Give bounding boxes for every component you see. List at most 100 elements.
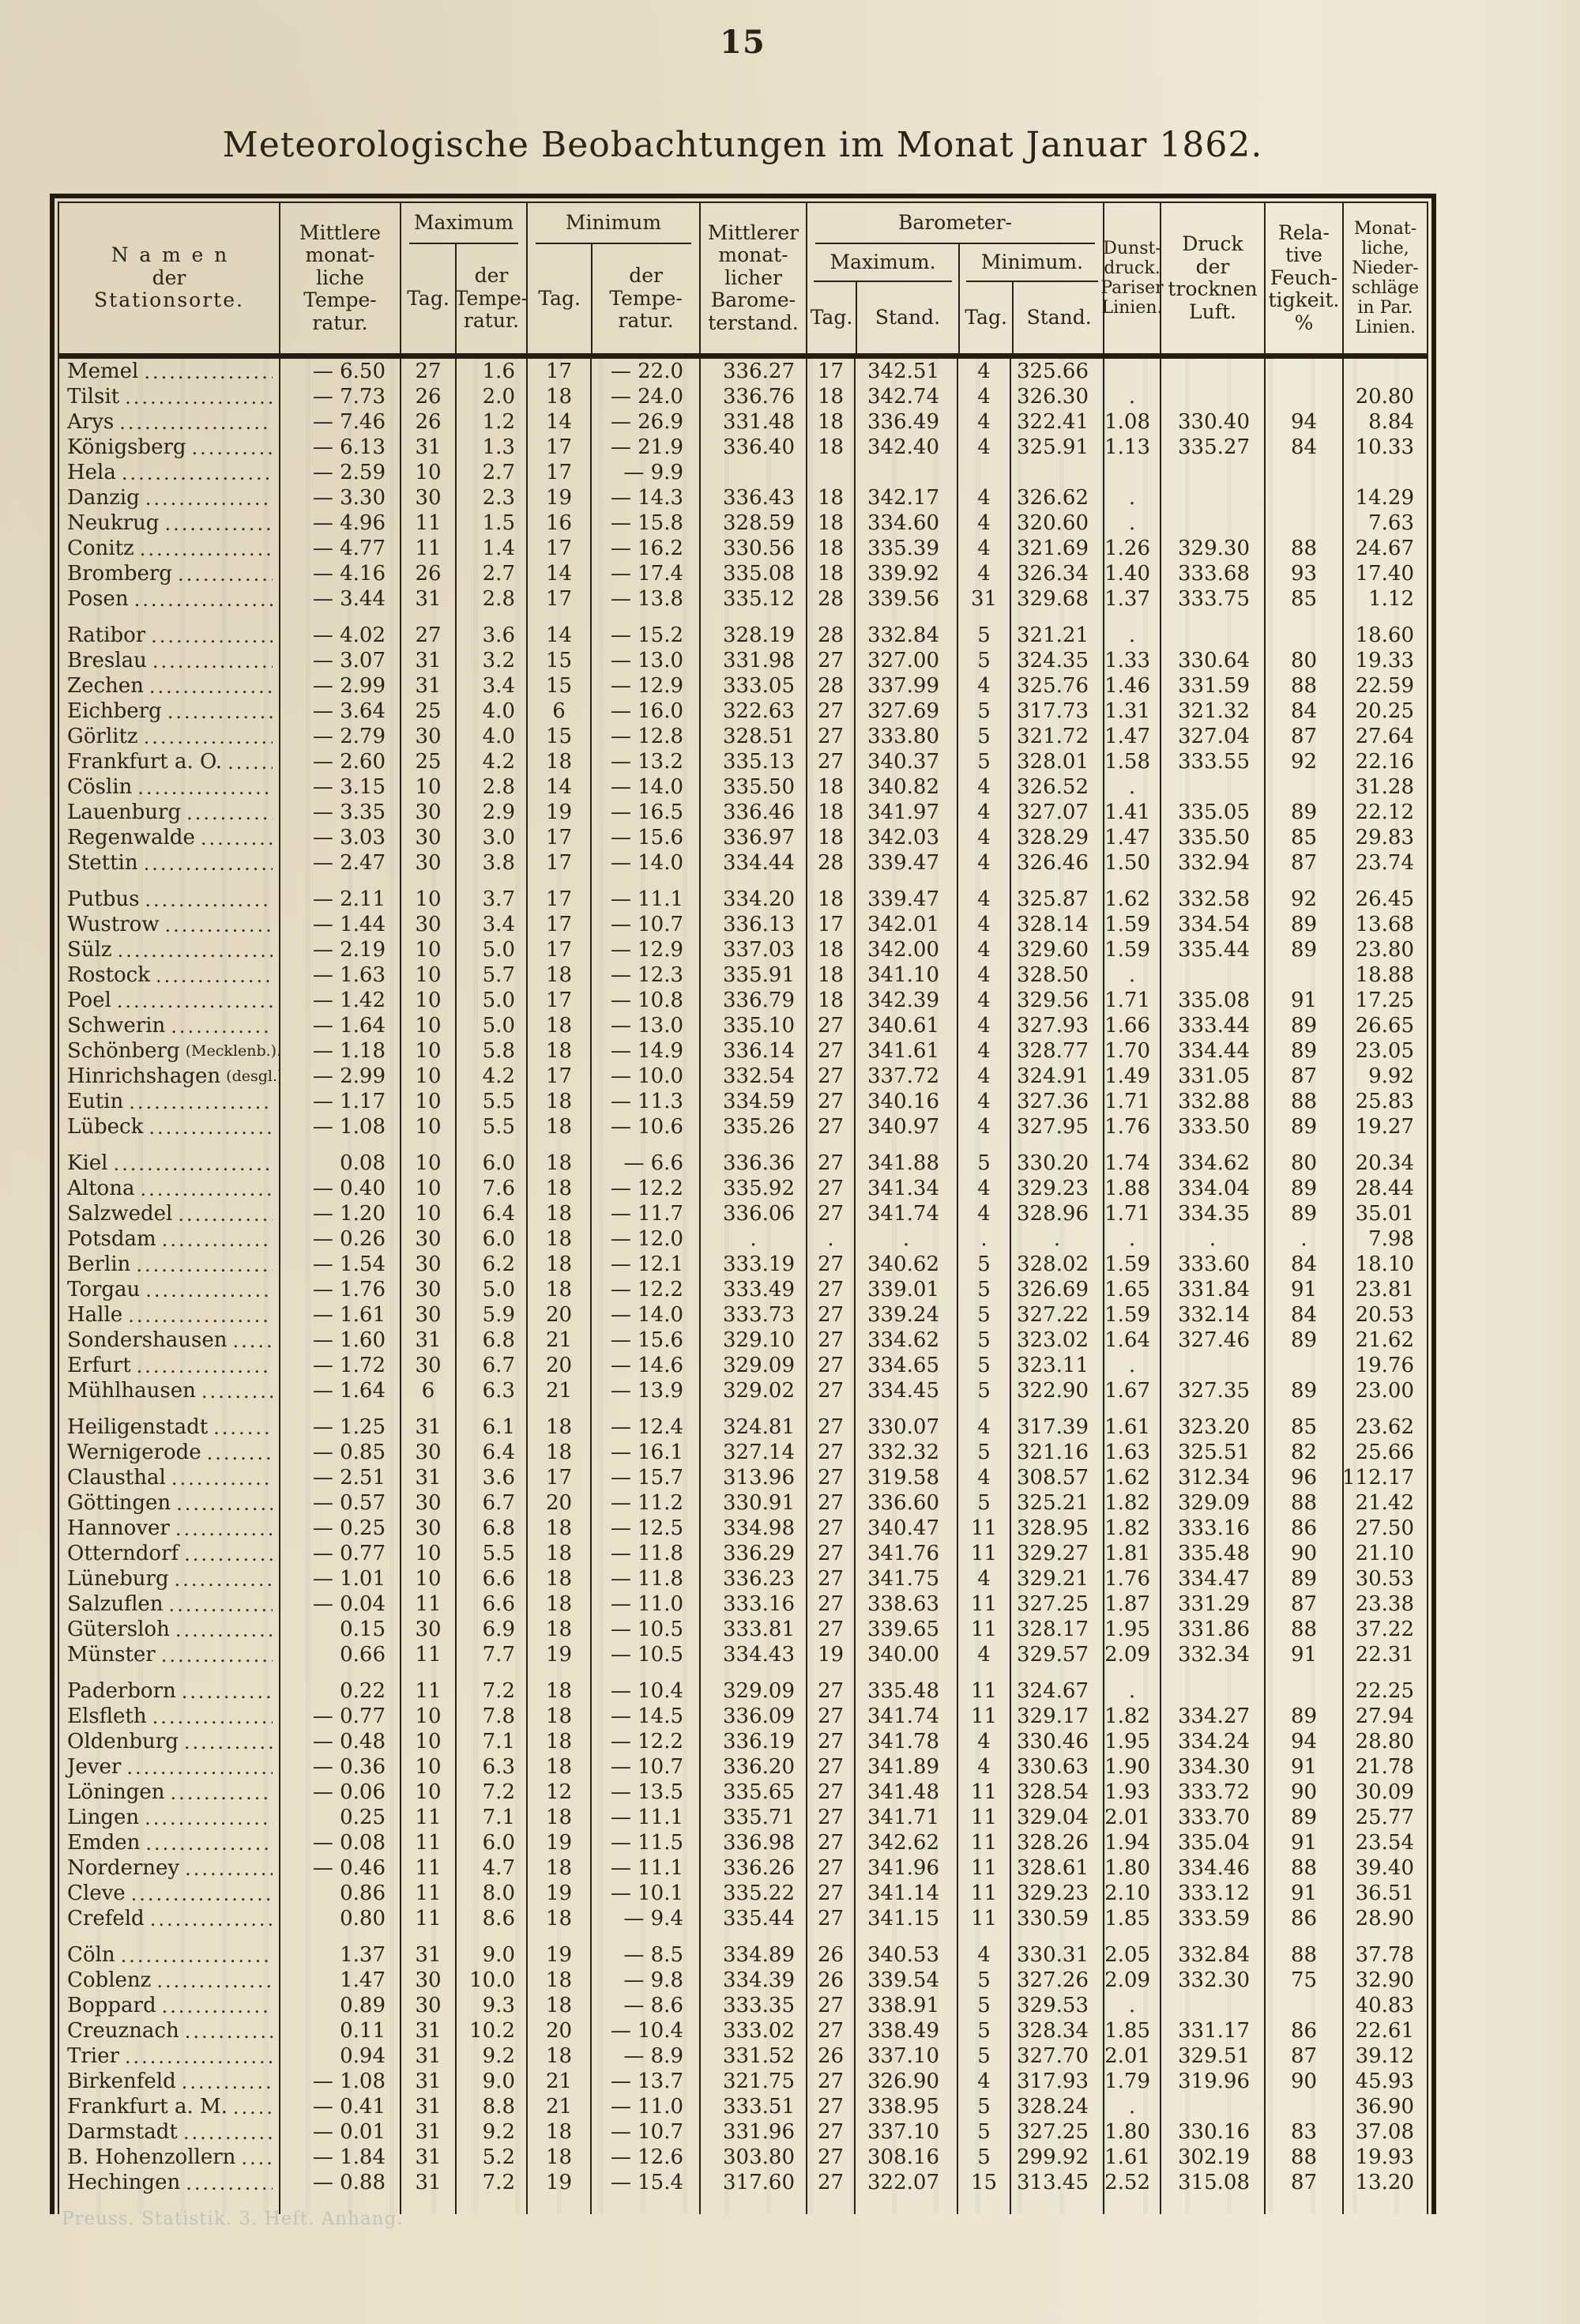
table-cell-barometer_max_day: 27	[807, 1013, 856, 1038]
table-cell-mean_monthly_barometer: 334.59	[701, 1089, 807, 1114]
table-cell-mean_monthly_temperature: — 0.26	[280, 1226, 401, 1252]
table-cell-max_day: 10	[401, 1541, 457, 1566]
table-cell-dry_air_pressure: 329.30	[1161, 536, 1266, 561]
leader-dots	[125, 387, 273, 409]
station-name: Gütersloh	[59, 1617, 280, 1642]
leader-dots	[183, 2122, 273, 2145]
table-cell-monthly_precipitation_paris_lines: 30.53	[1355, 1567, 1414, 1591]
table-cell-barometer_max_day: .	[807, 1226, 856, 1252]
table-cell-monthly_precipitation_paris_lines: 25.77	[1355, 1806, 1414, 1829]
station-name: Emden	[59, 1830, 280, 1855]
table-cell-mean_monthly_barometer: 336.14	[701, 1038, 807, 1064]
table-cell-max_day: 10	[401, 1064, 457, 1089]
station-name: Clausthal	[59, 1465, 280, 1490]
table-cell-barometer_min_stand: 325.87	[1011, 887, 1104, 912]
table-cell-dry_air_pressure: 333.50	[1161, 1114, 1266, 1139]
station-name: Schönberg (Mecklenb.).	[59, 1038, 280, 1064]
table-cell-monthly_precipitation_paris_lines: 39.12	[1355, 2044, 1414, 2068]
table-cell-vapor_pressure_paris_lines: 1.46	[1104, 673, 1161, 699]
table-cell-mean_monthly_barometer: 336.36	[701, 1151, 807, 1176]
table-cell-max_temperature: 6.8	[457, 1516, 528, 1541]
table-cell-barometer_min_stand: 326.69	[1011, 1277, 1104, 1302]
table-cell-barometer_max_stand: 342.74	[856, 384, 958, 409]
table-cell-barometer_min_stand: 328.29	[1011, 825, 1104, 850]
table-cell-max_temperature: 7.8	[457, 1704, 528, 1729]
table-cell-mean_monthly_barometer: 335.92	[701, 1176, 807, 1201]
table-cell-min_temperature: — 10.7	[592, 1754, 701, 1780]
table-cell-min_day: 19	[528, 1642, 592, 1667]
table-cell-max_day: 30	[401, 800, 457, 825]
table-cell-vapor_pressure_paris_lines: 1.47	[1104, 825, 1161, 850]
table-cell-max_temperature: 9.2	[457, 2119, 528, 2145]
group-gap-row	[59, 876, 1427, 887]
leader-dots	[126, 1757, 273, 1780]
table-cell-min_temperature: — 8.9	[592, 2043, 701, 2069]
table-cell-barometer_max_day: 27	[807, 648, 856, 673]
table-cell-mean_monthly_temperature: — 1.44	[280, 912, 401, 937]
station-name: Cleve	[59, 1881, 280, 1906]
table-cell-relative_humidity_pct: 89	[1266, 1378, 1344, 1403]
table-cell-min_day: 14	[528, 409, 592, 435]
faint-imprint-text: Preuss. Statistik. 3. Heft. Anhang.	[62, 2209, 404, 2229]
table-cell-barometer_min_day: 5	[958, 2145, 1011, 2170]
header-bar-max-day: Tag.	[810, 305, 853, 329]
station-name: Paderborn	[59, 1678, 280, 1704]
table-cell-vapor_pressure_paris_lines: 1.47	[1104, 724, 1161, 749]
table-cell-mean_monthly_barometer: 336.09	[701, 1704, 807, 1729]
table-cell-barometer_min_day: 11	[958, 1830, 1011, 1855]
table-cell-relative_humidity_pct: 88	[1266, 536, 1344, 561]
table-cell-max_day: 10	[401, 1038, 457, 1064]
leader-dots	[175, 1519, 273, 1541]
table-cell-max_temperature: 6.1	[457, 1414, 528, 1440]
table-bottom-filler	[59, 2195, 1427, 2214]
table-cell-min_temperature: — 9.4	[592, 1906, 701, 1931]
table-cell-relative_humidity_pct: 89	[1266, 1566, 1344, 1591]
table-cell-mean_monthly_barometer: 327.14	[701, 1440, 807, 1465]
table-cell-min_temperature: — 14.5	[592, 1704, 701, 1729]
table-cell-max_temperature: 1.6	[457, 359, 528, 384]
table-cell-barometer_max_stand: 340.61	[856, 1013, 958, 1038]
table-cell-mean_monthly_barometer: 329.02	[701, 1378, 807, 1403]
table-cell-barometer_min_day: 5	[958, 1378, 1011, 1403]
table-cell-barometer_min_day: 5	[958, 2094, 1011, 2119]
table-cell-mean_monthly_temperature: — 6.50	[280, 359, 401, 384]
table-cell-mean_monthly_temperature: — 2.47	[280, 850, 401, 876]
table-cell-max_temperature: 1.5	[457, 510, 528, 536]
table-cell-mean_monthly_temperature: — 7.73	[280, 384, 401, 409]
table-cell-min_day: 18	[528, 1993, 592, 2018]
table-cell-min_day: 18	[528, 1906, 592, 1931]
table-cell-min_day: 18	[528, 962, 592, 988]
table-cell-barometer_max_stand: 341.61	[856, 1038, 958, 1064]
table-cell-vapor_pressure_paris_lines: 1.59	[1104, 937, 1161, 962]
table-cell-min_temperature: — 12.9	[592, 673, 701, 699]
table-cell-max_temperature: 4.2	[457, 1064, 528, 1089]
table-cell-mean_monthly_barometer: 334.43	[701, 1642, 807, 1667]
table-cell-min_day: 17	[528, 460, 592, 485]
table-cell-barometer_max_day: 27	[807, 2119, 856, 2145]
table-cell-barometer_max_day: 26	[807, 2043, 856, 2069]
table-cell-relative_humidity_pct: 86	[1266, 2018, 1344, 2043]
table-cell-dry_air_pressure: 334.44	[1161, 1038, 1266, 1064]
table-cell-barometer_max_stand: 335.39	[856, 536, 958, 561]
station-name: Wustrow	[59, 912, 280, 937]
table-cell-barometer_max_day: 18	[807, 561, 856, 586]
table-cell-vapor_pressure_paris_lines: 1.74	[1104, 1151, 1161, 1176]
table-cell-mean_monthly_temperature: — 4.77	[280, 536, 401, 561]
group-gap-row	[59, 1403, 1427, 1414]
table-cell-monthly_precipitation_paris_lines: 8.84	[1368, 410, 1414, 434]
table-cell-barometer_max_stand: 319.58	[856, 1465, 958, 1490]
table-cell-barometer_max_stand: 342.00	[856, 937, 958, 962]
table-cell-mean_monthly_barometer: 336.97	[701, 825, 807, 850]
leader-dots	[145, 890, 273, 912]
table-cell-barometer_min_day: 4	[958, 1089, 1011, 1114]
table-cell-mean_monthly_barometer: 303.80	[701, 2145, 807, 2170]
table-cell-barometer_max_day: 19	[807, 1642, 856, 1667]
table-cell-barometer_min_stand: 327.93	[1011, 1013, 1104, 1038]
table-cell-max_temperature: 7.7	[457, 1642, 528, 1667]
table-cell-relative_humidity_pct	[1266, 623, 1344, 648]
table-cell-min_day: 18	[528, 1440, 592, 1465]
table-cell-relative_humidity_pct: 91	[1266, 1830, 1344, 1855]
